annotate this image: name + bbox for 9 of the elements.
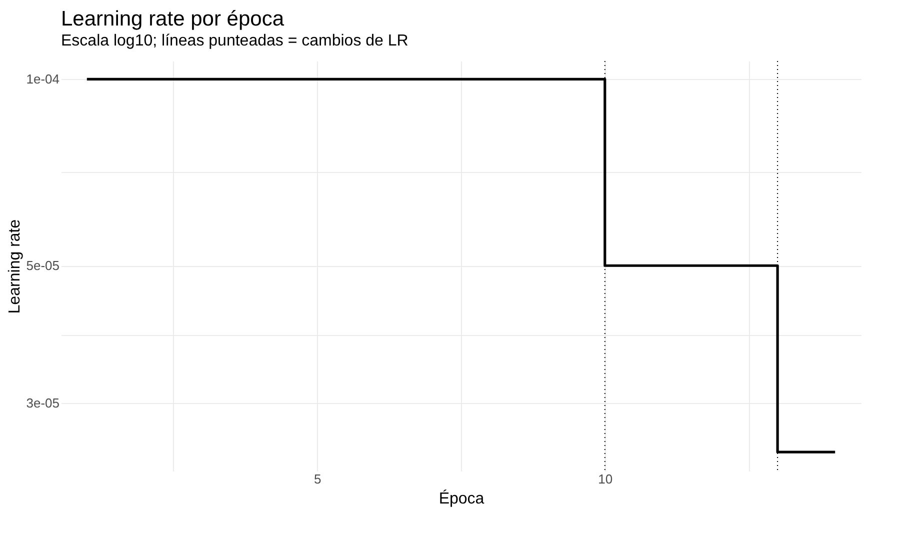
y-tick-label: 5e-05	[26, 258, 60, 274]
y-tick-label: 3e-05	[26, 396, 60, 411]
chart-title: Learning rate por época	[61, 8, 284, 30]
x-axis-title: Época	[438, 490, 484, 508]
x-tick-label: 10	[598, 472, 613, 486]
x-tick-label: 5	[314, 472, 322, 486]
chart-subtitle: Escala log10; líneas punteadas = cambios de LR	[61, 32, 408, 50]
y-axis-title: Learning rate	[6, 219, 24, 314]
y-tick-label: 1e-04	[26, 72, 60, 87]
